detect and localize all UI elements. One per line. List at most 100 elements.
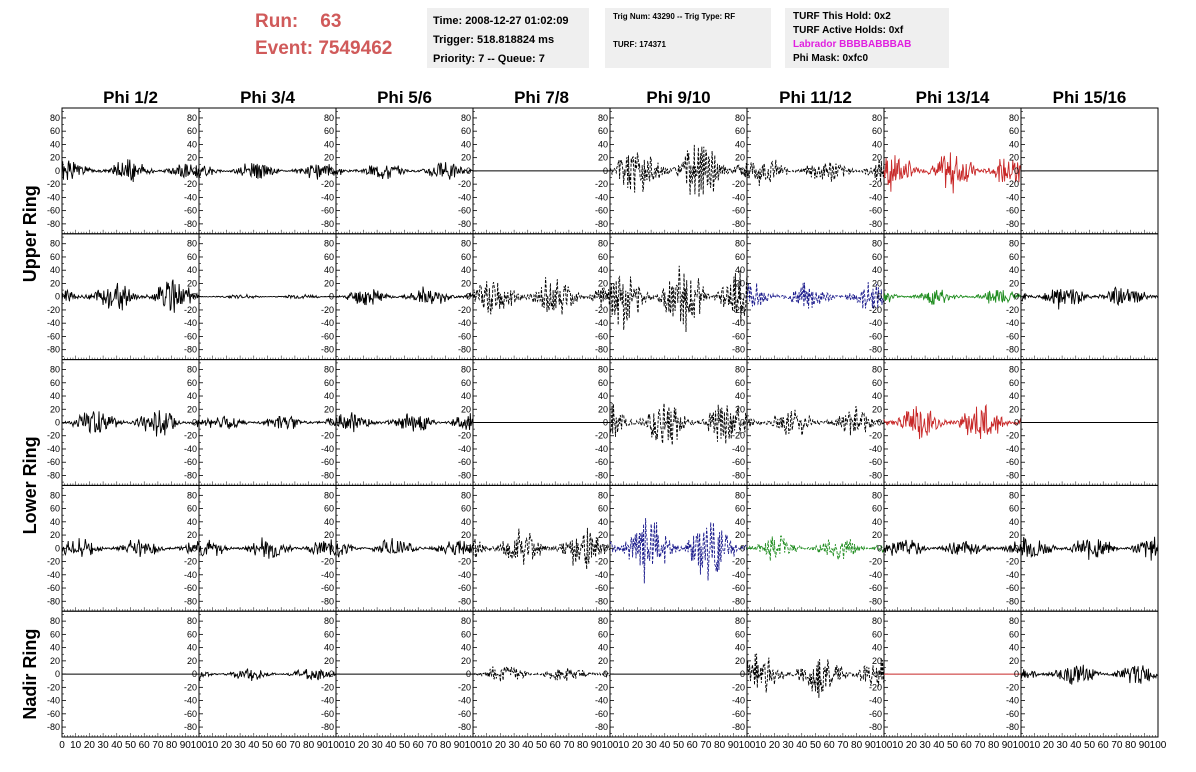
- y-tick-label: 0: [740, 292, 745, 302]
- y-tick-label: -80: [869, 345, 882, 355]
- y-tick-label: 80: [187, 365, 197, 375]
- y-tick-label: 0: [329, 418, 334, 428]
- y-tick-label: 20: [872, 404, 882, 414]
- y-tick-label: -60: [458, 331, 471, 341]
- y-tick-label: -20: [184, 305, 197, 315]
- x-tick-label: 40: [248, 740, 260, 751]
- y-tick-label: -40: [184, 696, 197, 706]
- y-tick-label: -20: [732, 557, 745, 567]
- y-tick-label: 60: [461, 504, 471, 514]
- y-tick-label: 80: [50, 365, 60, 375]
- y-tick-label: 80: [598, 239, 608, 249]
- y-tick-label: 0: [877, 166, 882, 176]
- y-tick-label: 80: [872, 365, 882, 375]
- turf-info-box: TURF This Hold: 0x2 TURF Active Holds: 0…: [785, 8, 949, 68]
- y-tick-label: 0: [329, 669, 334, 679]
- y-tick-label: -60: [732, 709, 745, 719]
- y-tick-label: 40: [598, 139, 608, 149]
- y-tick-label: 80: [461, 239, 471, 249]
- waveform-trace: [61, 410, 200, 437]
- x-tick-label: 20: [769, 740, 781, 751]
- y-tick-label: -80: [458, 219, 471, 229]
- y-tick-label: -60: [321, 331, 334, 341]
- y-tick-label: 20: [324, 153, 334, 163]
- y-tick-label: 40: [461, 517, 471, 527]
- y-tick-label: -40: [732, 570, 745, 580]
- y-tick-label: -40: [732, 318, 745, 328]
- y-tick-label: -80: [732, 219, 745, 229]
- y-tick-label: 0: [603, 292, 608, 302]
- y-tick-label: -80: [47, 345, 60, 355]
- y-tick-label: 40: [324, 391, 334, 401]
- x-tick-label: 70: [426, 740, 438, 751]
- event-value: 7549462: [318, 38, 393, 59]
- y-tick-label: 0: [466, 166, 471, 176]
- y-tick-label: -60: [47, 457, 60, 467]
- y-tick-label: -80: [869, 219, 882, 229]
- y-tick-label: -40: [869, 570, 882, 580]
- y-tick-label: -80: [595, 345, 608, 355]
- y-tick-label: 40: [461, 139, 471, 149]
- y-tick-label: -20: [1006, 305, 1019, 315]
- y-tick-label: -60: [869, 709, 882, 719]
- x-tick-label: 70: [289, 740, 301, 751]
- y-tick-label: 60: [50, 504, 60, 514]
- y-tick-label: 40: [735, 139, 745, 149]
- y-tick-label: -40: [595, 570, 608, 580]
- row-group-title: Upper Ring: [20, 185, 40, 282]
- y-tick-label: -80: [184, 470, 197, 480]
- y-tick-label: 60: [50, 378, 60, 388]
- y-tick-label: -20: [1006, 431, 1019, 441]
- y-tick-label: 40: [324, 265, 334, 275]
- y-tick-label: 0: [192, 669, 197, 679]
- y-tick-label: 40: [735, 265, 745, 275]
- y-tick-label: -60: [1006, 709, 1019, 719]
- y-tick-label: 80: [50, 113, 60, 123]
- y-tick-label: 60: [324, 378, 334, 388]
- y-tick-label: 60: [461, 252, 471, 262]
- waveform-trace: [472, 666, 611, 682]
- y-tick-label: -80: [1006, 470, 1019, 480]
- y-tick-label: -60: [732, 457, 745, 467]
- x-tick-label: 30: [783, 740, 795, 751]
- y-tick-label: -40: [458, 444, 471, 454]
- y-tick-label: -80: [1006, 219, 1019, 229]
- y-tick-label: 40: [187, 643, 197, 653]
- x-tick-label: 50: [810, 740, 822, 751]
- y-tick-label: 0: [1014, 669, 1019, 679]
- y-tick-label: -20: [1006, 179, 1019, 189]
- x-tick-label: 80: [714, 740, 726, 751]
- y-tick-label: 0: [877, 292, 882, 302]
- event-label: Event:: [255, 38, 314, 59]
- y-tick-label: -40: [321, 192, 334, 202]
- y-tick-label: 80: [324, 616, 334, 626]
- y-tick-label: 40: [735, 391, 745, 401]
- y-tick-label: -60: [184, 583, 197, 593]
- y-tick-label: 0: [740, 166, 745, 176]
- y-tick-label: -40: [1006, 318, 1019, 328]
- x-tick-label: 90: [317, 740, 329, 751]
- y-tick-label: -20: [458, 682, 471, 692]
- y-tick-label: 20: [598, 530, 608, 540]
- waveform-trace: [609, 402, 748, 446]
- y-tick-label: -40: [184, 318, 197, 328]
- x-tick-label: 40: [1070, 740, 1082, 751]
- run-label: Run:: [255, 11, 299, 32]
- y-tick-label: 40: [461, 265, 471, 275]
- y-tick-label: 20: [735, 404, 745, 414]
- column-title: Phi 13/14: [916, 88, 990, 107]
- x-tick-label: 50: [1084, 740, 1096, 751]
- y-tick-label: -40: [595, 192, 608, 202]
- y-tick-label: 20: [50, 153, 60, 163]
- column-title: Phi 11/12: [779, 88, 852, 107]
- priority-line: Priority: 7 -- Queue: 7: [433, 53, 545, 65]
- y-tick-label: 40: [50, 517, 60, 527]
- y-tick-label: -80: [47, 596, 60, 606]
- y-tick-label: -40: [47, 318, 60, 328]
- row-group-title: Lower Ring: [20, 436, 40, 534]
- waveform-trace: [609, 265, 748, 333]
- y-tick-label: -40: [47, 696, 60, 706]
- y-tick-label: 80: [735, 239, 745, 249]
- y-tick-label: 20: [187, 153, 197, 163]
- y-tick-label: -40: [458, 696, 471, 706]
